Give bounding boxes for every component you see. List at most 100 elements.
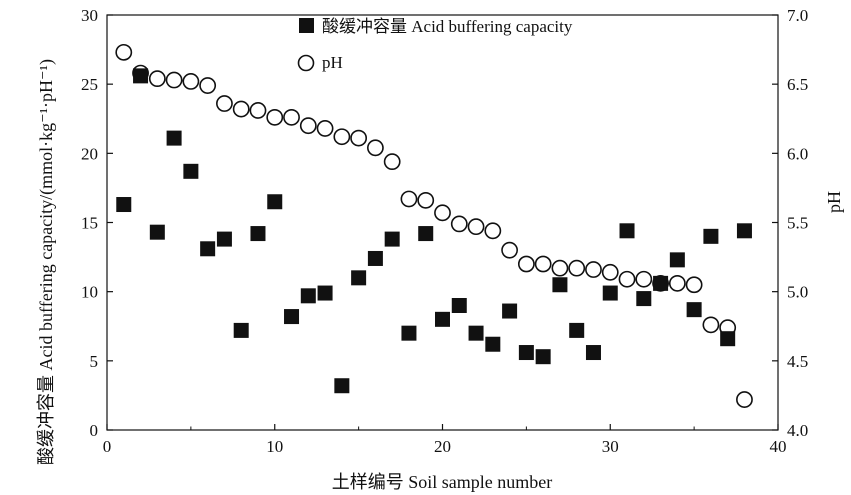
acid-buffering-point [653, 275, 669, 291]
acid-buffering-point [585, 345, 601, 361]
y-left-tick-label: 10 [81, 283, 98, 302]
y-right-tick-label: 4.0 [787, 421, 808, 440]
acid-buffering-point [619, 223, 635, 239]
acid-buffering-point [334, 378, 350, 394]
acid-buffering-point [367, 250, 383, 266]
y-axis-title-left: 酸缓冲容量 Acid buffering capacity/(mmol·kg⁻¹… [36, 59, 57, 465]
acid-buffering-point [300, 288, 316, 304]
ph-point [736, 391, 753, 408]
legend-label-ph: pH [322, 53, 343, 72]
legend: 酸缓冲容量 Acid buffering capacity pH [297, 17, 573, 72]
acid-buffering-point [351, 270, 367, 286]
y-right-tick-label: 7.0 [787, 6, 808, 25]
ph-point [534, 255, 552, 273]
ph-point [568, 259, 586, 277]
acid-buffering-point [200, 241, 216, 257]
y-left-tick-label: 25 [81, 75, 98, 94]
y-right-tick-label: 6.0 [787, 144, 808, 163]
acid-buffering-point [435, 311, 450, 327]
ph-point [232, 100, 250, 118]
acid-buffering-point [552, 277, 568, 293]
x-tick-label: 10 [266, 437, 283, 456]
acid-buffering-point [384, 231, 400, 247]
y-left-tick-label: 30 [81, 6, 98, 25]
acid-buffering-point [451, 298, 467, 313]
ph-point [601, 263, 619, 281]
y-right-tick-label: 6.5 [787, 75, 808, 94]
y-right-tick-label: 4.5 [787, 352, 808, 371]
acid-buffering-point [149, 224, 165, 240]
acid-buffering-point [183, 163, 199, 179]
ph-point [249, 102, 267, 119]
x-tick-label: 30 [602, 437, 619, 456]
acid-buffering-point [250, 226, 266, 242]
acid-buffering-point [636, 291, 652, 307]
y-left-tick-label: 20 [81, 144, 98, 163]
legend-marker-ph [297, 54, 315, 72]
acid-buffering-point [166, 130, 182, 146]
ph-point [551, 259, 569, 277]
legend-marker-acid-buffering [299, 18, 314, 33]
x-axis-title: 土样编号 Soil sample number [332, 472, 552, 492]
acid-buffering-point [518, 345, 534, 361]
ph-point [316, 120, 334, 137]
acid-buffering-point [267, 194, 283, 210]
ph-point [115, 43, 133, 61]
ph-point [501, 241, 518, 259]
y-left-tick-label: 5 [90, 352, 99, 371]
acid-buffering-point [485, 336, 501, 352]
ph-point [333, 128, 351, 146]
ph-point [182, 73, 200, 90]
series-acid-buffering-capacity [116, 68, 752, 394]
acid-buffering-point [133, 68, 149, 84]
ph-point [216, 95, 233, 112]
ph-point [702, 316, 720, 334]
ph-point [148, 70, 166, 88]
ph-point [585, 261, 602, 278]
acid-buffering-point [418, 226, 434, 242]
acid-buffering-point [569, 322, 585, 338]
ph-point [366, 139, 384, 157]
x-tick-label: 20 [434, 437, 451, 456]
acid-buffering-point [736, 223, 752, 239]
ph-point [668, 274, 686, 292]
x-tick-label: 0 [103, 437, 112, 456]
ph-point [299, 117, 317, 135]
acid-buffering-point [284, 309, 300, 325]
ph-point [400, 190, 418, 208]
acid-buffering-point [317, 285, 333, 301]
acid-buffering-point [602, 285, 618, 301]
ph-point [199, 77, 217, 94]
acid-buffering-point [686, 302, 702, 318]
ph-point [417, 191, 435, 209]
acid-buffering-point [502, 303, 518, 319]
acid-buffering-point [535, 349, 551, 365]
ph-point [517, 255, 535, 273]
legend-label-acid-buffering: 酸缓冲容量 Acid buffering capacity [322, 17, 573, 36]
acid-buffering-point [216, 231, 232, 247]
y-axis-title-right: pH [824, 191, 844, 213]
ph-point [618, 270, 636, 288]
acid-buffering-point [720, 331, 736, 347]
ph-point [450, 215, 468, 233]
axis-ticks: 0 10 20 30 40 0 5 10 15 20 25 30 4.0 4.5 5.0 5.5 6.0 6.5 7… [81, 6, 808, 456]
ph-point [685, 276, 703, 294]
acid-buffering-point [703, 228, 719, 244]
y-right-tick-label: 5.5 [787, 214, 808, 233]
x-tick-label: 40 [770, 437, 787, 456]
acid-buffering-point [233, 322, 249, 338]
y-left-tick-label: 15 [81, 214, 98, 233]
ph-point [434, 204, 451, 222]
y-right-tick-label: 5.0 [787, 283, 808, 302]
series-ph [115, 43, 753, 408]
ph-point [467, 218, 485, 236]
acid-buffering-point [116, 197, 132, 213]
series-layer [115, 43, 753, 408]
ph-point [283, 108, 300, 126]
ph-point [383, 153, 401, 171]
ph-point [266, 108, 284, 126]
acid-buffering-point [468, 325, 484, 341]
ph-point [635, 270, 653, 288]
ph-point [484, 222, 502, 240]
